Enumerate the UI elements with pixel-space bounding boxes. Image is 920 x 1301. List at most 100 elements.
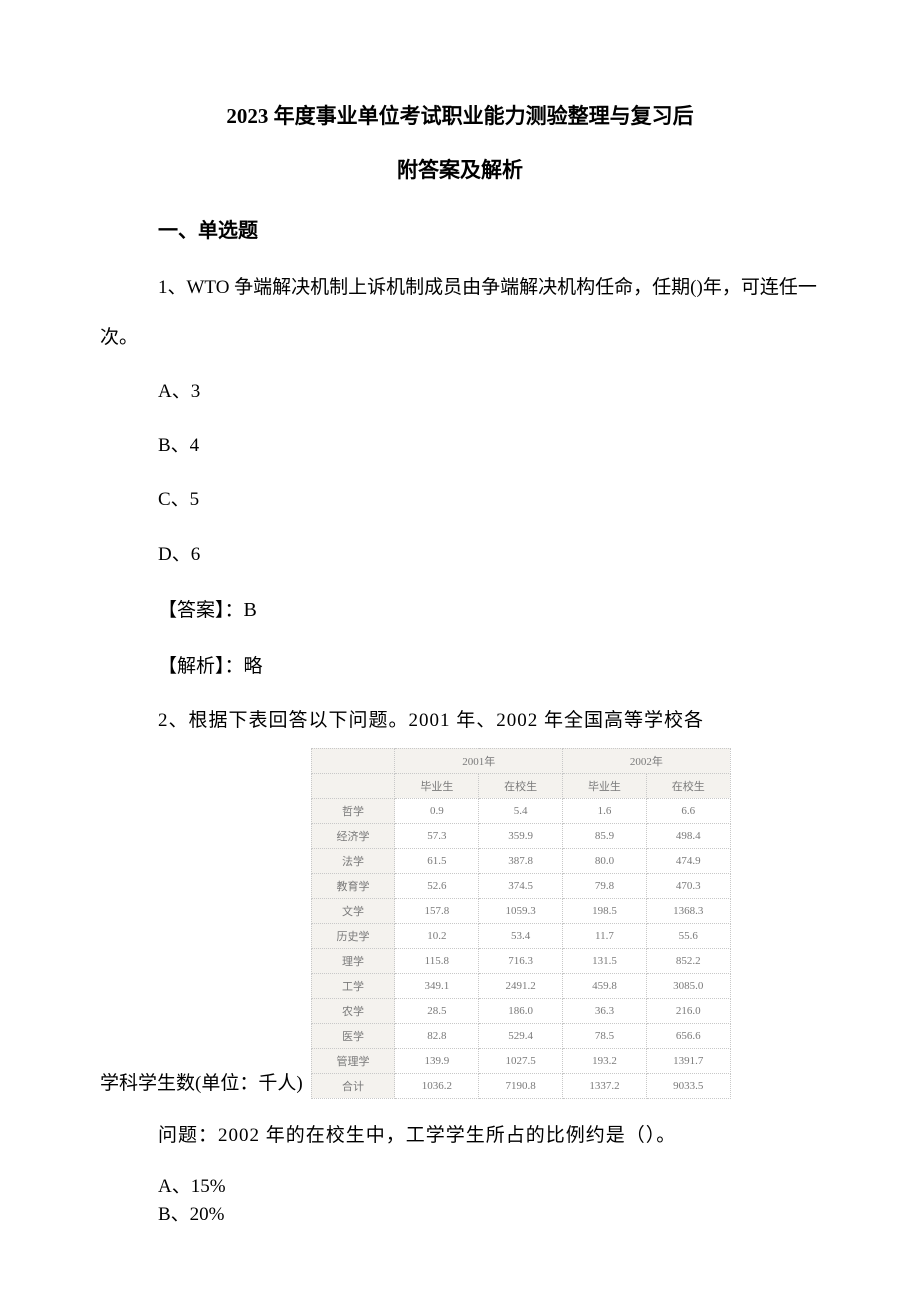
section-heading: 一、单选题 xyxy=(158,214,820,243)
row-label: 哲学 xyxy=(311,798,395,823)
answer-value: B xyxy=(244,599,257,621)
table-cell: 716.3 xyxy=(479,948,563,973)
q2-intro: 2、根据下表回答以下问题。2001 年、2002 年全国高等学校各 xyxy=(158,702,820,740)
q1-answer: 【答案】：B xyxy=(158,594,820,626)
table-cell: 53.4 xyxy=(479,923,563,948)
table-cell: 470.3 xyxy=(646,873,730,898)
table-row: 管理学139.91027.5193.21391.7 xyxy=(311,1048,730,1073)
document-page: 2023 年度事业单位考试职业能力测验整理与复习后 附答案及解析 一、单选题 1… xyxy=(0,0,920,1290)
table-cell: 1337.2 xyxy=(563,1073,647,1098)
table-row: 学科学生数(单位：千人) 2001年 2002年 毕业生 在校生 毕业生 在校生… xyxy=(100,748,820,1099)
table-cell: 852.2 xyxy=(646,948,730,973)
table-cell: 198.5 xyxy=(563,898,647,923)
table-cell: 349.1 xyxy=(395,973,479,998)
table-cell: 157.8 xyxy=(395,898,479,923)
q1-option-d: D、6 xyxy=(158,540,820,570)
table-year-row: 2001年 2002年 xyxy=(311,748,730,773)
sub-2: 毕业生 xyxy=(563,773,647,798)
table-cell: 656.6 xyxy=(646,1023,730,1048)
table-row: 农学28.5186.036.3216.0 xyxy=(311,998,730,1023)
table-cell: 1391.7 xyxy=(646,1048,730,1073)
table-cell: 186.0 xyxy=(479,998,563,1023)
table-cell: 216.0 xyxy=(646,998,730,1023)
q1-analysis: 【解析】：略 xyxy=(158,651,820,678)
row-label: 历史学 xyxy=(311,923,395,948)
table-cell: 193.2 xyxy=(563,1048,647,1073)
table-cell: 55.6 xyxy=(646,923,730,948)
table-cell: 7190.8 xyxy=(479,1073,563,1098)
row-label: 法学 xyxy=(311,848,395,873)
year-2002: 2002年 xyxy=(563,748,731,773)
row-label: 教育学 xyxy=(311,873,395,898)
table-cell: 82.8 xyxy=(395,1023,479,1048)
table-row: 教育学52.6374.579.8470.3 xyxy=(311,873,730,898)
table-cell: 529.4 xyxy=(479,1023,563,1048)
q1-line1: 1、WTO 争端解决机制上诉机制成员由争端解决机构任命，任期()年，可连任一 xyxy=(158,267,820,309)
table-cell: 9033.5 xyxy=(646,1073,730,1098)
row-label: 合计 xyxy=(311,1073,395,1098)
table-cell: 57.3 xyxy=(395,823,479,848)
q1-option-b: B、4 xyxy=(158,431,820,461)
table-row: 经济学57.3359.985.9498.4 xyxy=(311,823,730,848)
table-cell: 1027.5 xyxy=(479,1048,563,1073)
table-cell: 139.9 xyxy=(395,1048,479,1073)
year-2001: 2001年 xyxy=(395,748,563,773)
table-cell: 85.9 xyxy=(563,823,647,848)
row-label: 经济学 xyxy=(311,823,395,848)
table-row: 哲学0.95.41.66.6 xyxy=(311,798,730,823)
q1-line2: 次。 xyxy=(100,317,820,359)
table-cell: 131.5 xyxy=(563,948,647,973)
table-cell: 36.3 xyxy=(563,998,647,1023)
table-corner xyxy=(311,748,395,773)
table-cell: 80.0 xyxy=(563,848,647,873)
table-corner2 xyxy=(311,773,395,798)
table-cell: 374.5 xyxy=(479,873,563,898)
table-cell: 387.8 xyxy=(479,848,563,873)
table-cell: 2491.2 xyxy=(479,973,563,998)
table-cell: 11.7 xyxy=(563,923,647,948)
table-cell: 52.6 xyxy=(395,873,479,898)
table-cell: 359.9 xyxy=(479,823,563,848)
row-label: 管理学 xyxy=(311,1048,395,1073)
q1-option-a: A、3 xyxy=(158,377,820,407)
table-caption: 学科学生数(单位：千人) xyxy=(100,1068,303,1099)
table-cell: 10.2 xyxy=(395,923,479,948)
table-cell: 5.4 xyxy=(479,798,563,823)
doc-subtitle: 附答案及解析 xyxy=(100,154,820,184)
q1-option-c: C、5 xyxy=(158,485,820,515)
table-row: 医学82.8529.478.5656.6 xyxy=(311,1023,730,1048)
table-cell: 79.8 xyxy=(563,873,647,898)
table-row: 工学349.12491.2459.83085.0 xyxy=(311,973,730,998)
row-label: 医学 xyxy=(311,1023,395,1048)
table-row: 理学115.8716.3131.5852.2 xyxy=(311,948,730,973)
table-cell: 1059.3 xyxy=(479,898,563,923)
row-label: 工学 xyxy=(311,973,395,998)
table-cell: 28.5 xyxy=(395,998,479,1023)
q2-sub: 问题：2002 年的在校生中，工学学生所占的比例约是（）。 xyxy=(158,1117,820,1155)
row-label: 文学 xyxy=(311,898,395,923)
table-cell: 0.9 xyxy=(395,798,479,823)
table-cell: 1.6 xyxy=(563,798,647,823)
table-cell: 6.6 xyxy=(646,798,730,823)
table-cell: 1036.2 xyxy=(395,1073,479,1098)
table-subheader-row: 毕业生 在校生 毕业生 在校生 xyxy=(311,773,730,798)
answer-label: 【答案】： xyxy=(158,600,244,621)
table-cell: 61.5 xyxy=(395,848,479,873)
q2-option-b: B、20% xyxy=(158,1201,820,1230)
table-cell: 498.4 xyxy=(646,823,730,848)
table-cell: 474.9 xyxy=(646,848,730,873)
row-label: 农学 xyxy=(311,998,395,1023)
row-label: 理学 xyxy=(311,948,395,973)
table-row: 法学61.5387.880.0474.9 xyxy=(311,848,730,873)
table-cell: 459.8 xyxy=(563,973,647,998)
table-row: 文学157.81059.3198.51368.3 xyxy=(311,898,730,923)
sub-3: 在校生 xyxy=(646,773,730,798)
sub-0: 毕业生 xyxy=(395,773,479,798)
sub-1: 在校生 xyxy=(479,773,563,798)
table-cell: 115.8 xyxy=(395,948,479,973)
table-row: 历史学10.253.411.755.6 xyxy=(311,923,730,948)
table-row: 合计1036.27190.81337.29033.5 xyxy=(311,1073,730,1098)
table-body: 哲学0.95.41.66.6经济学57.3359.985.9498.4法学61.… xyxy=(311,798,730,1098)
table-cell: 3085.0 xyxy=(646,973,730,998)
q2-option-a: A、15% xyxy=(158,1173,820,1202)
